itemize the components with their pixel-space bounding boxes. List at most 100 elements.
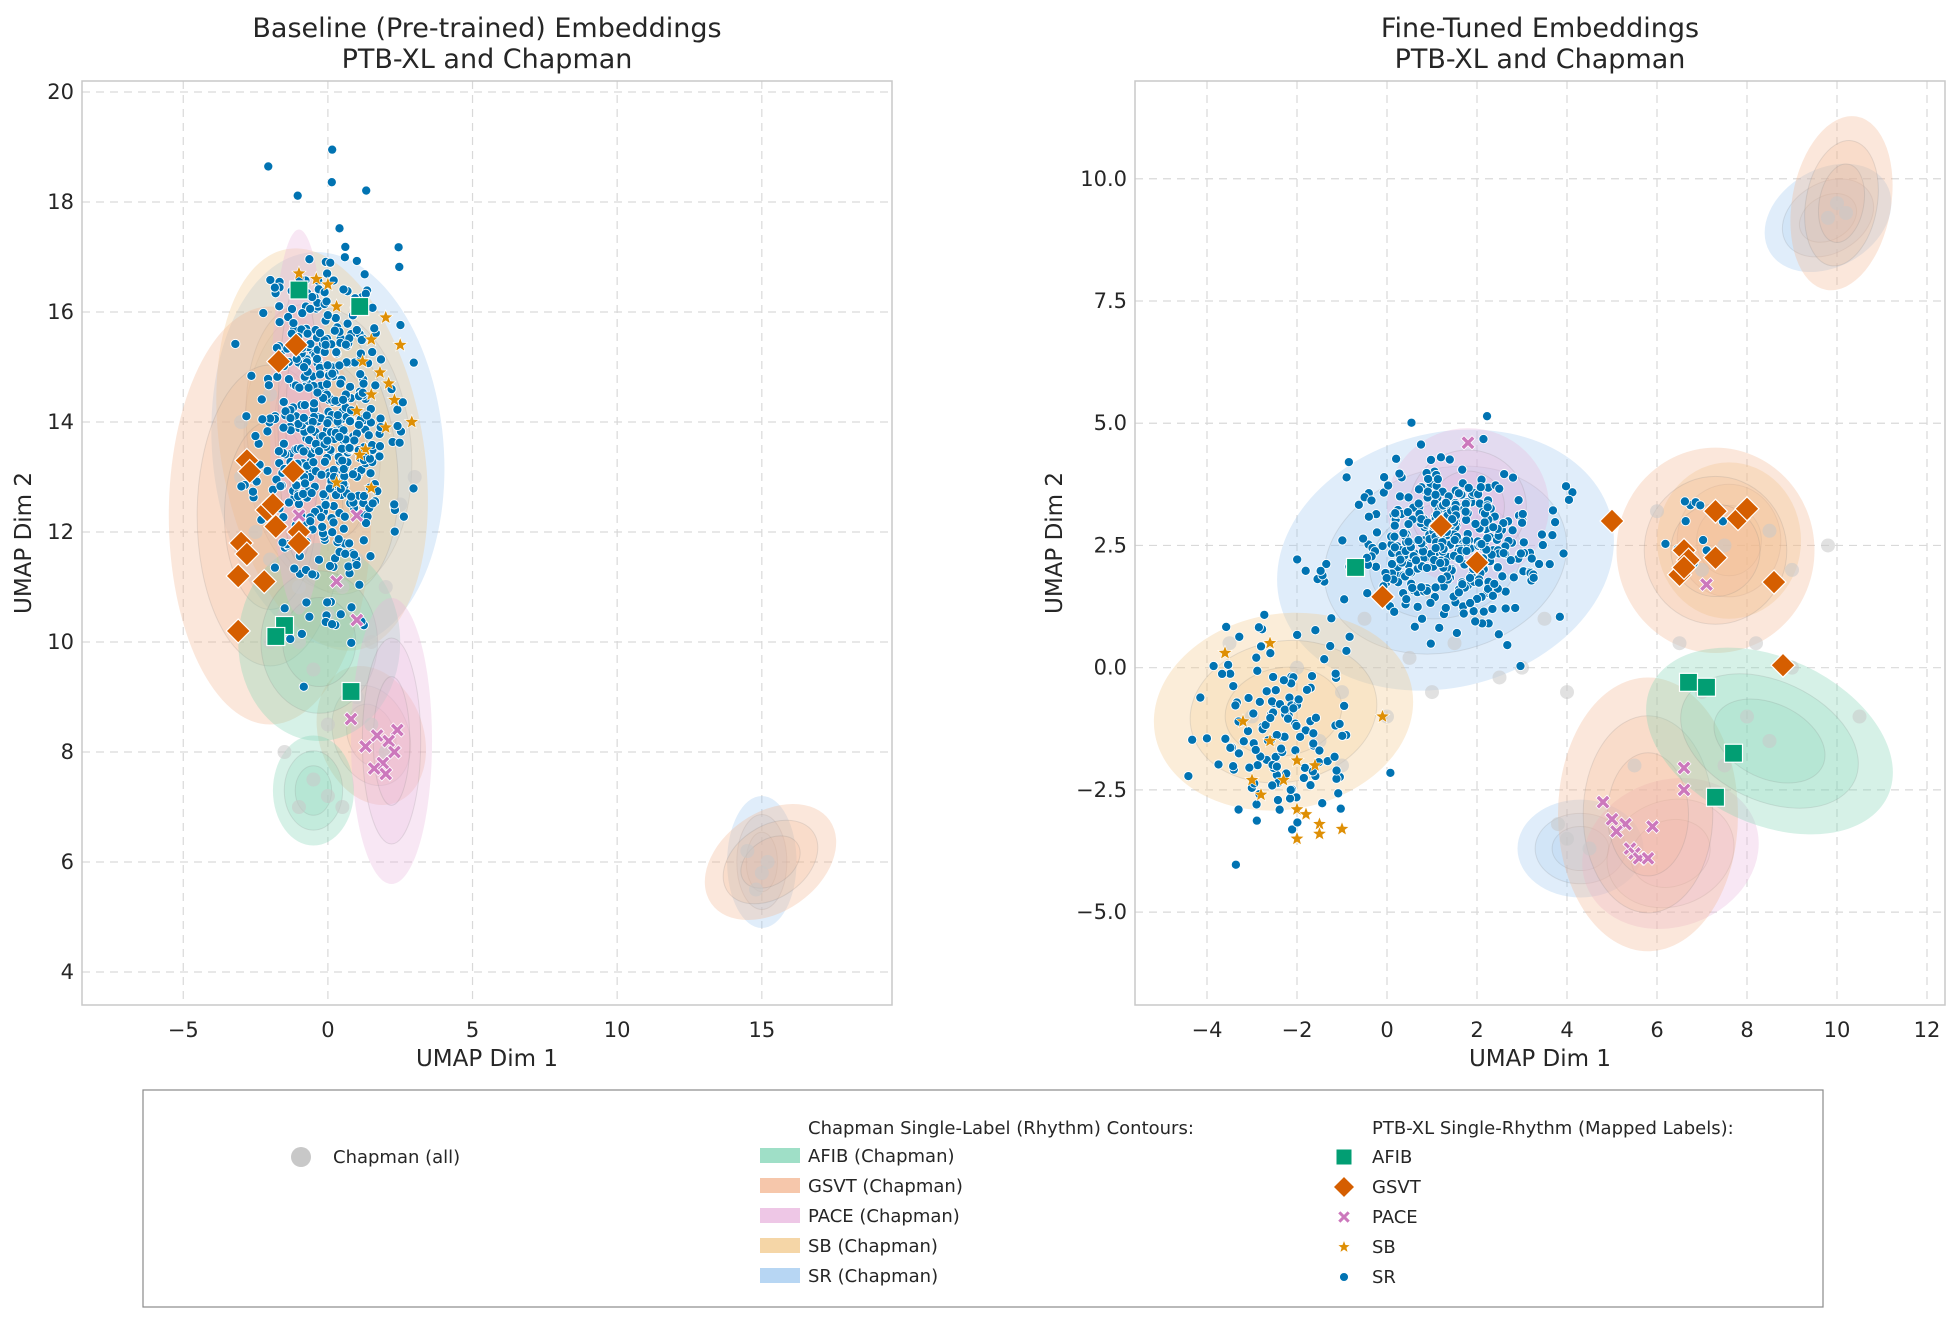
ptbxl-sb-marker [1262,634,1278,650]
sr-point [274,301,285,312]
sr-point [1238,736,1249,747]
chapman-point [1290,660,1304,675]
sr-point [363,430,374,441]
sr-point [319,456,330,467]
sr-point [1371,527,1383,538]
x-tick-label: 2 [1470,1018,1483,1042]
x-tick-label: 10 [1824,1018,1851,1042]
sr-point [1334,718,1345,729]
sr-point [1518,537,1529,548]
sr-point [318,489,329,500]
sr-point [1390,508,1401,519]
sr-point [316,469,327,480]
sr-point [312,353,323,364]
sr-point [361,518,372,529]
ptbxl-sb-marker [319,276,336,292]
sr-point [1526,553,1537,564]
sr-point [307,569,318,580]
sr-point [1660,538,1671,549]
sr-point [1339,700,1350,711]
sr-point [408,483,419,494]
sr-point [275,481,286,492]
sr-point [1510,602,1521,614]
ptbxl-sb-marker [1275,771,1292,787]
sr-point [1457,579,1468,590]
ptbxl-sb-marker [1244,771,1260,787]
sr-point [1255,641,1267,652]
sr-point [1409,621,1420,632]
sr-point [1513,495,1524,506]
sr-point [375,413,386,424]
legend-contour-swatch-sb [760,1238,800,1253]
sr-point [278,422,289,433]
legend-chapman-all-label: Chapman (all) [333,1147,460,1168]
sr-point [1698,534,1709,546]
sr-point [297,308,308,319]
contour-pace [1582,777,1759,929]
sr-point [1230,700,1241,711]
ptbxl-afib-marker [266,626,286,647]
sr-point [1461,535,1472,546]
ptbxl-sb-marker [380,375,397,391]
sr-point [1195,692,1206,703]
ptbxl-pace-marker [1676,782,1692,798]
sr-point [1457,464,1468,475]
sr-point [322,268,333,279]
sr-point [288,318,299,329]
ptbxl-gsvt-marker [260,491,286,518]
chapman-point [1650,504,1664,519]
sr-point [1460,506,1471,517]
sr-point [1507,472,1519,483]
sr-point [1413,484,1425,495]
sr-point [338,284,349,295]
legend-ptbxl-label-gsvt: GSVT [1372,1177,1422,1198]
ptbxl-pace-marker [1644,818,1661,835]
sr-point [1470,616,1481,627]
ptbxl-sb-marker [1336,1239,1352,1254]
sr-point [1363,511,1374,522]
sr-point [1560,481,1572,492]
sr-point [1454,553,1465,565]
sr-point [337,455,348,466]
sr-point [351,559,362,570]
sr-point [1679,496,1690,507]
contour-gsvt [1558,677,1738,952]
sr-point [298,412,309,423]
ptbxl-pace-marker [1698,576,1715,593]
sr-point [1492,562,1503,573]
sr-point [1497,571,1508,582]
ptbxl-pace-marker [1460,435,1476,451]
chapman-point [407,470,422,484]
legend-contour-label-gsvt: GSVT (Chapman) [808,1176,963,1197]
sr-point [257,414,268,425]
sr-point [1292,629,1303,640]
panel-finetuned-xlabel: UMAP Dim 1 [1469,1046,1611,1072]
sr-point [1341,645,1352,656]
ptbxl-afib-marker [1335,1148,1353,1166]
sr-point [1272,795,1284,806]
sr-point [1288,703,1299,714]
sr-point [1434,622,1445,633]
sr-point [1228,681,1239,692]
sr-point [1489,578,1500,589]
ptbxl-afib-marker [1723,743,1744,763]
sr-point [369,323,380,334]
y-tick-label: 4 [61,960,74,984]
ptbxl-sb-marker [1289,801,1305,817]
sr-point [304,611,315,622]
chapman-point [760,855,775,869]
sr-point [1394,468,1405,479]
sr-point [313,446,325,457]
sr-point [353,419,364,430]
sr-point [1321,558,1332,570]
x-tick-label: 0 [1380,1018,1393,1042]
chapman-point [364,635,379,649]
sr-point [367,302,378,313]
sr-point [1310,625,1321,636]
chapman-point [740,844,755,858]
sr-point [351,255,362,267]
y-tick-label: 8 [61,740,74,764]
sr-point [279,603,290,614]
sr-point [1502,640,1513,651]
panel-baseline-title-line2: PTB-XL and Chapman [342,44,633,75]
